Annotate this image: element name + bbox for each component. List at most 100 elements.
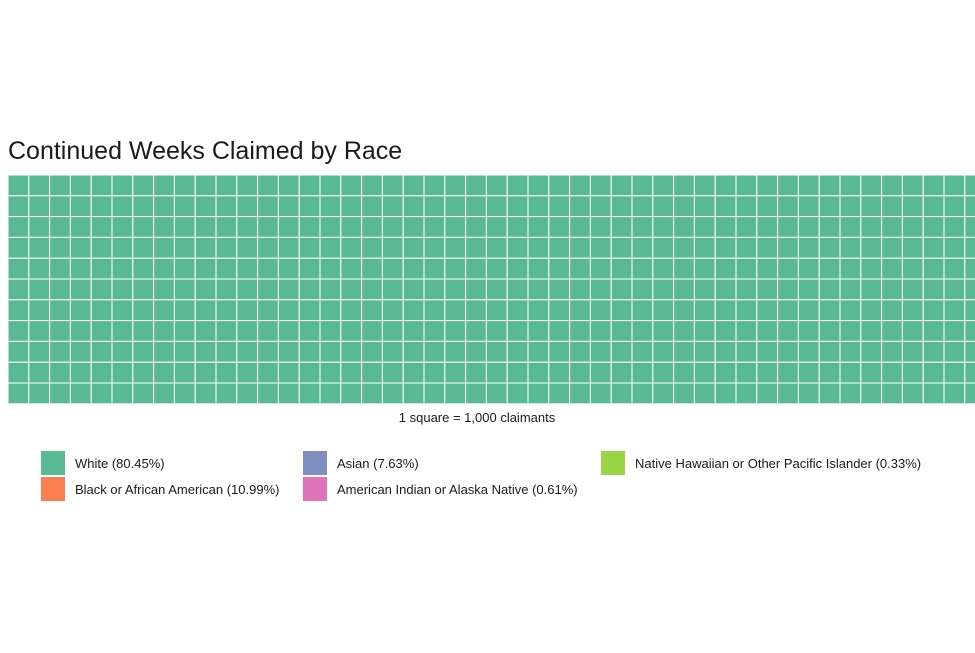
waffle-square-white [132,340,155,363]
waffle-square-white [423,174,446,197]
waffle-square-white [693,320,716,342]
waffle-square-white [277,236,300,259]
waffle-square-white [69,174,92,197]
waffle-square-white [236,195,259,218]
waffle-square-white [465,340,487,363]
waffle-square-white [797,382,820,405]
waffle-square-white [673,320,695,342]
waffle-square-white [589,278,612,301]
waffle-square-white [236,382,259,405]
waffle-square-white [319,340,342,363]
waffle-square-white [215,216,238,238]
waffle-square-white [381,361,404,384]
waffle-square-white [28,278,51,301]
waffle-square-white [153,174,175,197]
waffle-square-white [485,320,508,342]
waffle-square-white [756,299,779,322]
waffle-square-white [610,236,633,259]
waffle-square-white [756,216,779,238]
waffle-square-white [818,320,841,342]
waffle-square-white [714,320,737,342]
waffle-square-white [839,340,862,363]
waffle-square-white [381,340,404,363]
waffle-square-white [777,278,799,301]
waffle-square-white [215,174,238,197]
waffle-square-white [298,320,321,342]
waffle-square-white [589,382,612,405]
waffle-square-white [589,361,612,384]
waffle-square-white [756,361,779,384]
waffle-square-white [298,299,321,322]
waffle-square-white [90,174,113,197]
waffle-square-white [7,382,30,405]
waffle-square-white [548,340,571,363]
waffle-square-white [173,340,196,363]
waffle-square-white [839,195,862,218]
waffle-square-white [215,236,238,259]
waffle-square-white [881,195,903,218]
waffle-square-white [610,195,633,218]
waffle-square-white [964,340,975,363]
waffle-square-white [444,299,467,322]
legend-swatch [601,451,625,475]
waffle-square-white [485,257,508,280]
waffle-square-white [132,257,155,280]
waffle-square-white [735,236,758,259]
waffle-square-white [506,382,529,405]
waffle-square-white [173,382,196,405]
waffle-square-white [693,361,716,384]
waffle-square-white [277,320,300,342]
legend-item: Native Hawaiian or Other Pacific Islande… [601,451,921,475]
waffle-square-white [797,340,820,363]
waffle-square-white [319,195,342,218]
waffle-square-white [485,340,508,363]
waffle-square-white [943,174,966,197]
waffle-square-white [506,320,529,342]
waffle-square-white [818,361,841,384]
waffle-square-white [756,257,779,280]
waffle-square-white [506,340,529,363]
waffle-square-white [69,216,92,238]
legend-item: Black or African American (10.99%) [41,477,279,501]
waffle-square-white [423,216,446,238]
waffle-square-white [527,382,550,405]
waffle-square-white [881,216,903,238]
waffle-square-white [569,340,591,363]
waffle-square-white [215,382,238,405]
waffle-square-white [298,382,321,405]
waffle-square-white [49,320,71,342]
waffle-square-white [652,216,675,238]
waffle-square-white [506,174,529,197]
waffle-square-white [236,257,259,280]
waffle-square-white [444,340,467,363]
waffle-square-white [922,174,945,197]
waffle-square-white [402,257,425,280]
waffle-square-white [423,340,446,363]
waffle-square-white [361,257,383,280]
waffle-square-white [215,320,238,342]
waffle-square-white [569,257,591,280]
waffle-square-white [631,299,654,322]
waffle-square-white [943,340,966,363]
chart-caption: 1 square = 1,000 claimants [398,410,556,425]
waffle-square-white [485,216,508,238]
waffle-square-white [28,257,51,280]
waffle-square-white [465,382,487,405]
waffle-square-white [756,382,779,405]
waffle-square-white [735,340,758,363]
waffle-square-white [7,299,30,322]
waffle-square-white [194,216,217,238]
waffle-square-white [381,236,404,259]
waffle-square-white [673,174,695,197]
waffle-square-white [465,236,487,259]
waffle-square-white [693,236,716,259]
waffle-square-white [173,195,196,218]
waffle-square-white [194,257,217,280]
waffle-square-white [153,299,175,322]
waffle-square-white [610,340,633,363]
waffle-square-white [402,236,425,259]
waffle-square-white [153,236,175,259]
waffle-square-white [194,278,217,301]
waffle-square-white [756,320,779,342]
waffle-square-white [340,195,363,218]
